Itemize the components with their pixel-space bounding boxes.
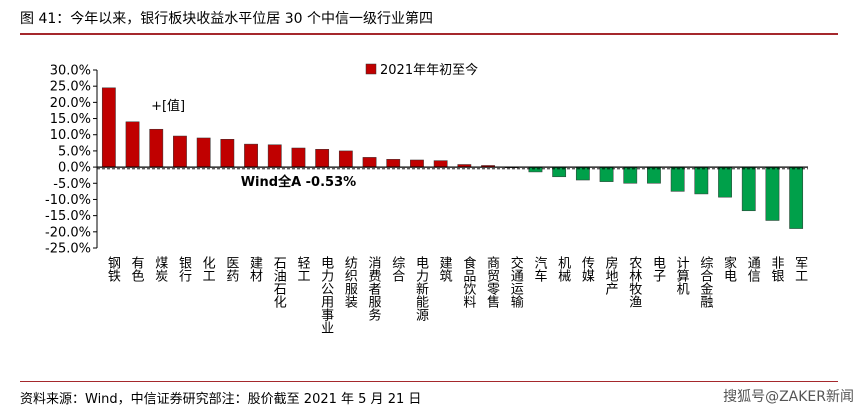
y-tick-label: -25.0% <box>45 242 91 257</box>
category-label: 石油石化 <box>271 256 287 309</box>
category-label: 建材 <box>247 256 262 282</box>
y-tick-label: -20.0% <box>45 225 91 240</box>
footer-rule <box>20 381 838 382</box>
bar-银行 <box>173 135 187 168</box>
category-label: 军工 <box>792 256 808 282</box>
bar-煤炭 <box>149 128 164 168</box>
bar-石油石化 <box>267 144 282 168</box>
legend-swatch <box>365 63 377 75</box>
bar-汽车 <box>528 166 543 173</box>
category-label: 化工 <box>200 256 216 282</box>
y-tick-label: 30.0% <box>50 64 91 79</box>
category-label: 汽车 <box>531 256 547 282</box>
category-label: 计算机 <box>674 256 690 296</box>
category-label: 医药 <box>223 256 239 282</box>
category-label: 有色 <box>129 256 145 282</box>
bar-轻工 <box>291 147 306 168</box>
bar-电力公用事业 <box>315 149 330 168</box>
bar-家电 <box>718 166 732 198</box>
category-label: 机械 <box>555 256 571 282</box>
category-label: 传媒 <box>579 256 595 282</box>
bar-军工 <box>789 166 804 229</box>
category-label: 家电 <box>721 255 737 282</box>
y-tick-label: -15.0% <box>45 209 91 224</box>
category-label: 建筑 <box>437 256 453 283</box>
bar-通信 <box>741 166 756 212</box>
bar-房地产 <box>599 166 614 182</box>
category-label: 纺织服装 <box>342 256 358 308</box>
bar-综合 <box>386 159 401 168</box>
category-label: 消费者服务 <box>366 256 382 321</box>
bar-纺织服装 <box>338 150 353 168</box>
y-tick-label: 15.0% <box>50 112 91 127</box>
category-label: 商贸零售 <box>484 256 500 308</box>
category-label: 电力公用事业 <box>318 256 334 334</box>
y-tick-label: 25.0% <box>50 80 91 95</box>
bar-建材 <box>244 143 258 168</box>
category-label: 农林牧渔 <box>626 256 642 308</box>
source-note: 资料来源：Wind，中信证券研究部注：股价截至 2021 年 5 月 21 日 <box>20 392 422 407</box>
bar-非银 <box>765 166 780 221</box>
category-label: 非银 <box>768 256 784 282</box>
category-label: 银行 <box>176 256 192 283</box>
y-tick-label: -5.0% <box>53 177 91 192</box>
category-label: 房地产 <box>603 255 619 296</box>
category-label: 通信 <box>745 256 761 282</box>
bar-化工 <box>196 137 211 168</box>
bar-消费者服务 <box>362 157 377 168</box>
category-label: 综合金融 <box>697 256 713 308</box>
bar-计算机 <box>670 166 685 192</box>
category-label: 电子 <box>650 256 666 282</box>
annotation-label: +[值] <box>151 98 185 114</box>
bar-电子 <box>647 166 661 184</box>
y-tick-label: 20.0% <box>50 96 91 111</box>
category-label: 煤炭 <box>152 256 168 283</box>
bar-chart: 30.0%25.0%20.0%15.0%10.0%5.0%0.0%-5.0%-1… <box>45 62 808 334</box>
bar-综合金融 <box>694 166 709 195</box>
bar-建筑 <box>433 160 448 168</box>
legend-label: 2021年年初至今 <box>380 62 478 78</box>
bar-钢铁 <box>101 87 116 168</box>
chart-title: 图 41：今年以来，银行板块收益水平位居 30 个中信一级行业第四 <box>20 11 433 27</box>
category-label: 轻工 <box>294 256 310 282</box>
bar-医药 <box>220 139 235 168</box>
y-tick-label: -10.0% <box>45 193 91 208</box>
category-label: 交通运输 <box>508 255 524 308</box>
bar-电力新能源 <box>410 159 424 168</box>
category-label: 食品饮料 <box>460 255 476 308</box>
y-tick-label: 10.0% <box>50 128 91 143</box>
watermark: 搜狐号@ZAKER新闻 <box>723 389 854 405</box>
bar-农林牧渔 <box>623 166 638 184</box>
category-label: 电力新能源 <box>413 256 429 321</box>
category-label: 钢铁 <box>105 256 121 282</box>
title-rule <box>20 33 838 35</box>
y-tick-label: 0.0% <box>58 161 91 176</box>
benchmark-label: Wind全A -0.53% <box>241 174 356 190</box>
y-tick-label: 5.0% <box>58 144 91 159</box>
bar-有色 <box>125 121 140 168</box>
category-label: 综合 <box>389 256 405 282</box>
